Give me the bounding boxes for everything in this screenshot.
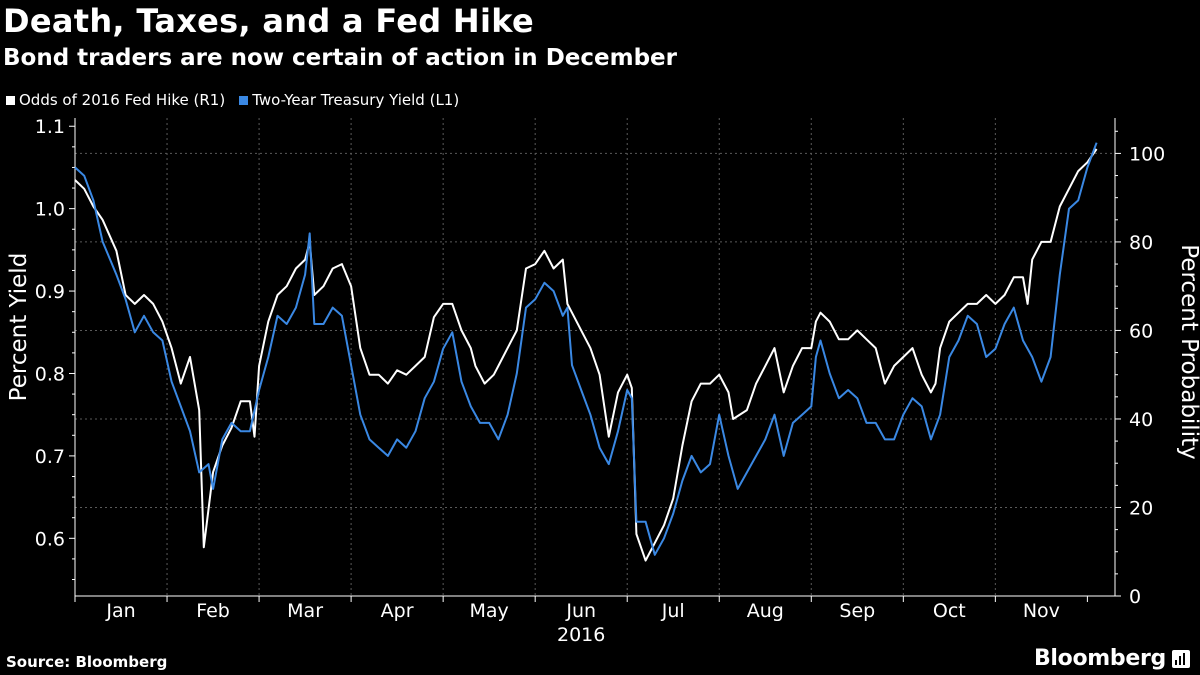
chart-subtitle: Bond traders are now certain of action i… <box>3 45 677 71</box>
legend-item-yield: Two-Year Treasury Yield (L1) <box>239 91 459 109</box>
bloomberg-logo-icon <box>1172 649 1190 668</box>
source-note: Source: Bloomberg <box>6 653 168 671</box>
tick-label-x: Jan <box>105 600 135 622</box>
tick-label-x: May <box>470 600 509 622</box>
tick-label-x: Aug <box>747 600 784 622</box>
year-label: 2016 <box>557 624 605 646</box>
tick-label-right: 40 <box>1129 409 1153 431</box>
brand-name: Bloomberg <box>1033 646 1166 671</box>
tick-label-left: 0.7 <box>35 446 65 468</box>
legend-label-odds: Odds of 2016 Fed Hike (R1) <box>19 91 226 109</box>
tick-label-left: 0.8 <box>35 363 65 385</box>
brand: Bloomberg <box>1034 646 1190 671</box>
tick-label-right: 60 <box>1129 320 1153 342</box>
tick-label-x: Nov <box>1023 600 1060 622</box>
legend-label-yield: Two-Year Treasury Yield (L1) <box>252 91 460 109</box>
tick-label-left: 1.0 <box>35 199 65 221</box>
y-axis-title-left: Percent Yield <box>6 253 32 402</box>
tick-label-right: 20 <box>1129 497 1153 519</box>
legend-item-odds: Odds of 2016 Fed Hike (R1) <box>6 91 225 109</box>
legend-swatch-yield <box>239 95 249 105</box>
tick-label-right: 80 <box>1129 232 1153 254</box>
tick-label-x: Oct <box>933 600 966 622</box>
series-line-odds <box>74 148 1098 562</box>
tick-label-right: 0 <box>1129 586 1141 608</box>
tick-label-x: Mar <box>287 600 323 622</box>
tick-label-left: 0.9 <box>35 281 65 303</box>
tick-label-x: Jul <box>661 600 685 622</box>
chart-title: Death, Taxes, and a Fed Hike <box>3 2 534 40</box>
tick-label-left: 0.6 <box>35 528 65 550</box>
tick-label-x: Feb <box>196 600 230 622</box>
legend: Odds of 2016 Fed Hike (R1) Two-Year Trea… <box>6 91 459 109</box>
tick-label-left: 1.1 <box>35 116 65 138</box>
tick-label-x: Apr <box>381 600 414 622</box>
tick-label-x: Jun <box>565 600 596 622</box>
legend-swatch-odds <box>6 95 15 105</box>
tick-label-right: 100 <box>1129 143 1165 165</box>
series-line-yield <box>74 142 1098 556</box>
y-axis-title-right: Percent Probability <box>1176 244 1200 459</box>
tick-label-x: Sep <box>839 600 875 622</box>
